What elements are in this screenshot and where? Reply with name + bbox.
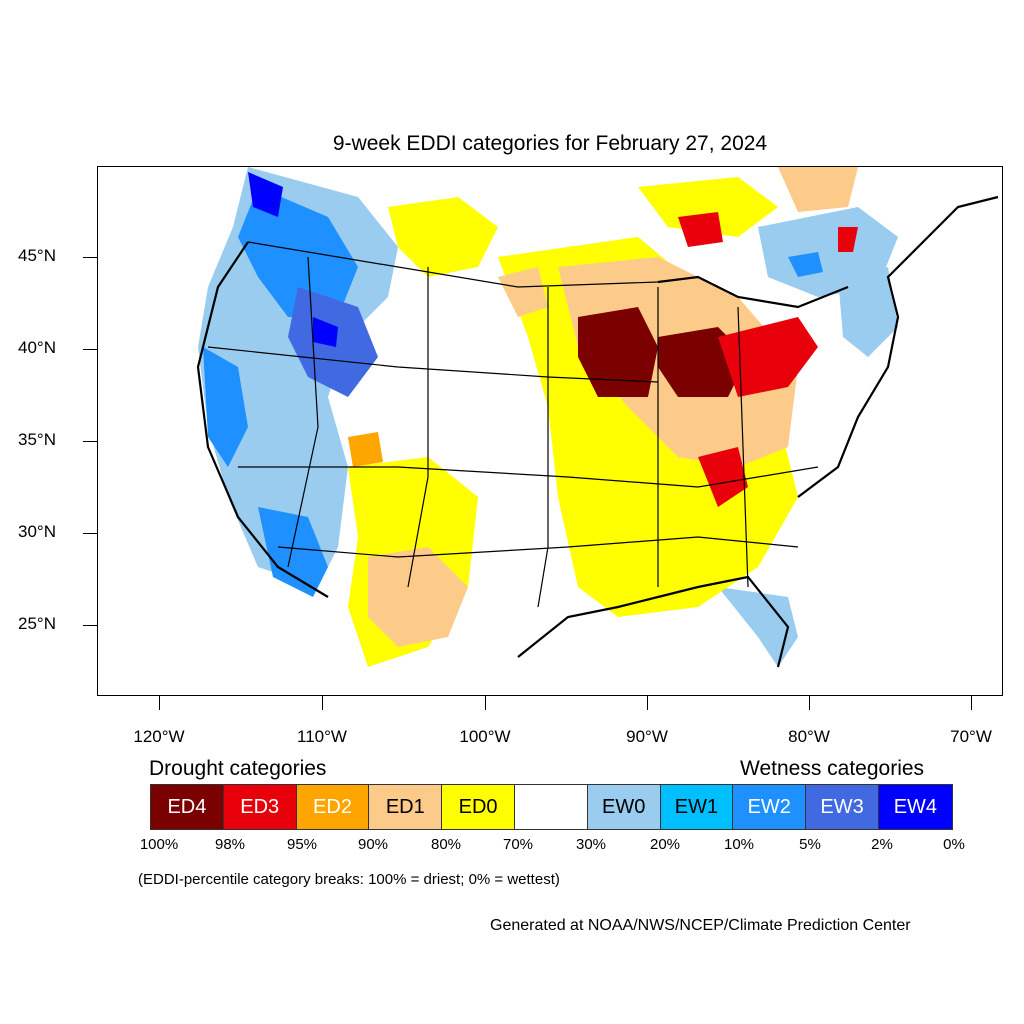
lat-tick-45 — [83, 257, 97, 258]
percentile-label: 2% — [871, 836, 893, 853]
legend-box-normal — [514, 785, 588, 829]
percentile-label: 90% — [357, 836, 389, 853]
legend-box-ew3: EW3 — [806, 785, 879, 829]
lon-tick-90 — [647, 696, 648, 710]
legend-box-ew2: EW2 — [733, 785, 807, 829]
percentile-label: 10% — [723, 836, 755, 853]
legend-box-ew4: EW4 — [878, 785, 952, 829]
lat-label: 25°N — [18, 614, 56, 633]
percentile-label: 5% — [799, 836, 821, 853]
percentile-label: 80% — [430, 836, 462, 853]
legend-box-ed0: ED0 — [442, 785, 515, 829]
legend-box-ed4: ED4 — [151, 785, 224, 829]
percentile-label: 98% — [214, 836, 246, 853]
lon-tick-80 — [809, 696, 810, 710]
lon-tick-110 — [322, 696, 323, 710]
lon-tick-120 — [159, 696, 160, 710]
west-wet-region — [198, 167, 398, 597]
percentile-label: 30% — [575, 836, 607, 853]
eddi-map — [97, 166, 1003, 696]
state-borders — [207, 241, 819, 608]
lon-label: 120°W — [133, 727, 185, 746]
percentile-label: 95% — [286, 836, 318, 853]
credit-line: Generated at NOAA/NWS/NCEP/Climate Predi… — [490, 917, 911, 934]
northeast-wet-region — [758, 207, 898, 357]
lat-tick-25 — [83, 625, 97, 626]
lon-tick-100 — [485, 696, 486, 710]
lon-label: 90°W — [626, 727, 668, 746]
legend-box-ed1: ED1 — [369, 785, 443, 829]
southeast-wet-region — [718, 587, 798, 667]
lat-label: 40°N — [18, 338, 56, 357]
legend-box-ed2: ED2 — [296, 785, 370, 829]
lat-tick-30 — [83, 533, 97, 534]
category-breaks-note: (EDDI-percentile category breaks: 100% =… — [138, 871, 560, 888]
percentile-label: 100% — [139, 836, 179, 853]
extreme-drought-region — [578, 227, 858, 507]
legend-color-bar: ED4 ED3 ED2 ED1 ED0 EW0 EW1 EW2 EW3 EW4 — [150, 784, 953, 830]
percentile-label: 20% — [649, 836, 681, 853]
lon-label: 110°W — [297, 727, 347, 746]
lat-label: 45°N — [18, 246, 56, 265]
lat-label: 30°N — [18, 522, 56, 541]
legend-box-ed3: ED3 — [223, 785, 297, 829]
lat-tick-35 — [83, 441, 97, 442]
wetness-heading: Wetness categories — [740, 757, 925, 780]
eddi-map-canvas — [196, 167, 999, 668]
map-title: 9-week EDDI categories for February 27, … — [332, 132, 768, 155]
coastline — [196, 195, 999, 668]
lon-label: 70°W — [950, 727, 992, 746]
legend-box-ew1: EW1 — [660, 785, 734, 829]
percentile-label: 0% — [943, 836, 965, 853]
drought-heading: Drought categories — [149, 757, 327, 780]
lon-label: 100°W — [459, 727, 511, 746]
lat-tick-40 — [83, 349, 97, 350]
lon-label: 80°W — [788, 727, 830, 746]
percentile-label: 70% — [502, 836, 534, 853]
legend-box-ew0: EW0 — [587, 785, 661, 829]
lon-tick-70 — [971, 696, 972, 710]
lat-label: 35°N — [18, 430, 56, 449]
